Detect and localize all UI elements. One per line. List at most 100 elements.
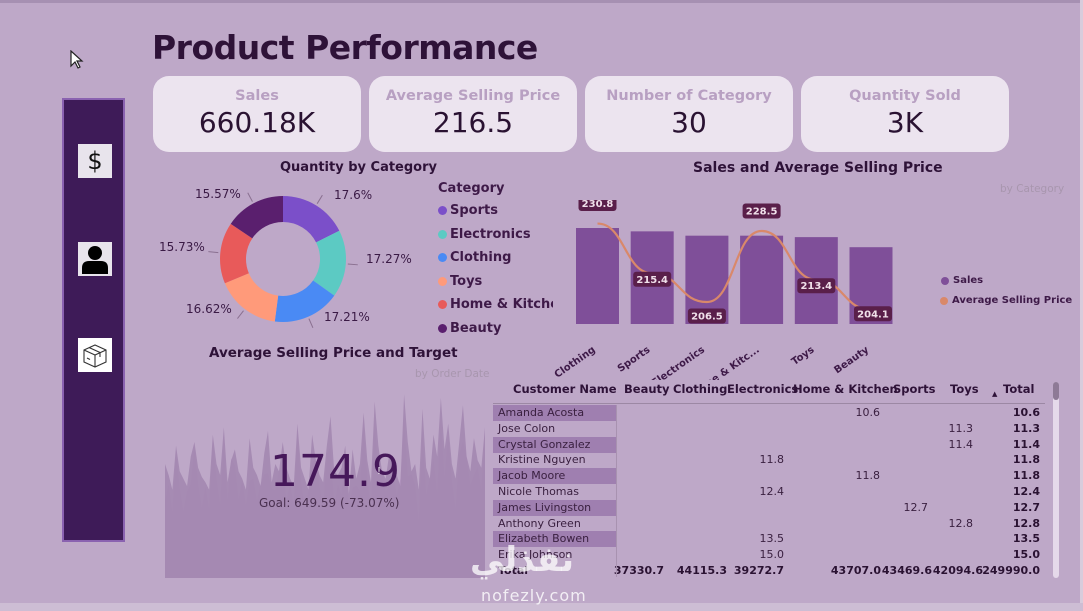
value-cell: 12.4 <box>759 485 785 498</box>
value-cell: 10.6 <box>855 406 881 419</box>
table-row[interactable]: Crystal Gonzalez 11.4 11.4 <box>493 436 1045 453</box>
matrix-header-beauty[interactable]: Beauty <box>624 382 670 396</box>
kpi-label: Quantity Sold <box>849 88 961 104</box>
total-cell: 12.7 <box>1012 500 1040 514</box>
donut-slice-electronics[interactable] <box>313 230 346 296</box>
matrix-header-toys[interactable]: Toys <box>950 382 979 396</box>
donut-slice-home-kitchen[interactable] <box>220 223 253 284</box>
legend-dot <box>438 206 447 215</box>
legend-label: Average Selling Price <box>952 295 1073 306</box>
kpi-label: Number of Category <box>606 88 772 104</box>
area-chart[interactable] <box>165 385 490 580</box>
table-row[interactable]: Erika Johnson 15.0 15.0 <box>493 547 1045 563</box>
combo-legend-sales[interactable]: Sales <box>941 275 983 286</box>
legend-item-home-kitchen[interactable]: Home & Kitcher <box>438 297 553 312</box>
legend-item-sports[interactable]: Sports <box>438 203 553 218</box>
table-row[interactable]: James Livingston 12.7 12.7 <box>493 499 1045 516</box>
legend-label: Home & Kitcher <box>450 297 553 312</box>
sidebar-item-sales[interactable]: $ <box>78 144 112 178</box>
donut-data-label: 16.62% <box>186 302 232 316</box>
asp-data-label: 215.4 <box>636 275 668 286</box>
matrix-header-clothing[interactable]: Clothing <box>673 382 728 396</box>
sidebar-nav: $ <box>62 98 125 542</box>
kpi-card-number-of-category[interactable]: Number of Category 30 <box>585 76 793 152</box>
table-row[interactable]: Elizabeth Bowen 13.5 13.5 <box>493 531 1045 548</box>
goal-text: Goal: 649.59 (-73.07%) <box>259 496 400 510</box>
sidebar-item-customer[interactable] <box>78 242 112 276</box>
donut-data-label: 17.21% <box>324 310 370 324</box>
value-cell: 15.0 <box>759 548 785 562</box>
warning-icon: ! <box>377 466 382 477</box>
kpi-card-average-selling-price[interactable]: Average Selling Price 216.5 <box>369 76 577 152</box>
mouse-cursor-icon <box>70 50 84 69</box>
kpi-value: 660.18K <box>198 106 316 139</box>
value-cell: 11.8 <box>759 453 785 467</box>
legend-dot-asp <box>940 296 948 305</box>
combo-chart-title: Sales and Average Selling Price <box>693 160 943 176</box>
legend-label: Beauty <box>450 320 502 336</box>
table-row[interactable]: Kristine Nguyen 11.8 11.8 <box>493 452 1045 468</box>
legend-dot <box>438 300 447 309</box>
kpi-label: Average Selling Price <box>385 88 561 104</box>
asp-data-label: 204.1 <box>857 309 889 320</box>
donut-chart[interactable] <box>150 180 440 340</box>
donut-data-label: 15.73% <box>159 240 205 254</box>
legend-label: Sports <box>450 203 498 218</box>
legend-item-beauty[interactable]: Beauty <box>438 321 553 336</box>
donut-slice-clothing[interactable] <box>274 280 335 322</box>
legend-label: Sales <box>953 275 984 286</box>
matrix-scrollbar-thumb[interactable] <box>1053 382 1059 400</box>
legend-dot <box>438 276 447 286</box>
asp-data-label-bg <box>797 278 836 294</box>
value-cell: 13.5 <box>759 532 785 546</box>
value-cell: 11.3 <box>948 421 974 435</box>
kpi-card-sales[interactable]: Sales 660.18K <box>153 76 361 152</box>
total-cell: 12.4 <box>1012 485 1040 498</box>
asp-data-label-bg <box>578 200 617 212</box>
area-series-asp[interactable] <box>165 394 485 578</box>
table-total-row: Total 37330.7 44115.3 39272.7 43707.0 43469.6… <box>493 563 1045 579</box>
sidebar-item-product[interactable] <box>78 338 112 372</box>
x-tick-label: Toys <box>790 344 817 367</box>
matrix-header-electronics[interactable]: Electronics <box>727 382 799 396</box>
legend-item-electronics[interactable]: Electronics <box>438 227 553 242</box>
total-cell: 11.3 <box>1012 421 1040 435</box>
header-divider <box>493 403 1045 404</box>
donut-slice-beauty[interactable] <box>230 196 283 239</box>
sales-bar[interactable] <box>576 228 619 324</box>
customer-name-cell: Jose Colon <box>498 421 556 435</box>
total-value-cell: 43469.6 <box>881 564 932 577</box>
customer-name-cell: Kristine Nguyen <box>498 453 586 467</box>
sales-bar[interactable] <box>740 235 784 324</box>
x-tick-label: Clothing <box>553 345 598 380</box>
asp-data-label: 228.5 <box>746 206 778 217</box>
matrix-header-customer-name[interactable]: Customer Name <box>513 382 617 396</box>
matrix-header-total[interactable]: Total <box>1003 382 1035 396</box>
legend-item-clothing[interactable]: Clothing <box>438 250 553 265</box>
donut-data-label: 17.27% <box>366 252 412 266</box>
donut-slice-toys[interactable] <box>224 273 279 322</box>
leader-line <box>308 318 314 328</box>
combo-legend-average-selling-price[interactable]: Average Selling Price <box>940 295 1072 306</box>
x-tick-label: Electronics <box>650 344 707 380</box>
matrix-header-sports[interactable]: Sports <box>893 382 936 396</box>
table-row[interactable]: Jose Colon 11.3 11.3 <box>493 421 1045 437</box>
table-row[interactable]: Anthony Green 12.8 12.8 <box>493 516 1045 532</box>
table-row[interactable]: Nicole Thomas 12.4 12.4 <box>493 484 1045 500</box>
customer-name-cell: Nicole Thomas <box>498 485 579 498</box>
matrix-header-home-kitchen[interactable]: Home & Kitchen <box>793 382 898 396</box>
sort-ascending-icon[interactable]: ▲ <box>992 390 998 398</box>
customer-name-cell: Anthony Green <box>498 516 581 530</box>
legend-item-toys[interactable]: Toys <box>438 274 553 289</box>
donut-data-label: 17.6% <box>334 188 373 202</box>
asp-data-label: 206.5 <box>691 312 723 323</box>
window-right-edge <box>1080 0 1083 611</box>
matrix-scrollbar-track[interactable] <box>1053 382 1059 578</box>
table-row[interactable]: Amanda Acosta 10.6 10.6 <box>493 405 1045 421</box>
donut-slice-sports[interactable] <box>283 196 340 243</box>
total-value-cell: 42094.6 <box>932 564 983 577</box>
table-row[interactable]: Jacob Moore 11.8 11.8 <box>493 468 1045 485</box>
leader-line <box>247 192 253 202</box>
kpi-card-quantity-sold[interactable]: Quantity Sold 3K <box>801 76 1009 152</box>
